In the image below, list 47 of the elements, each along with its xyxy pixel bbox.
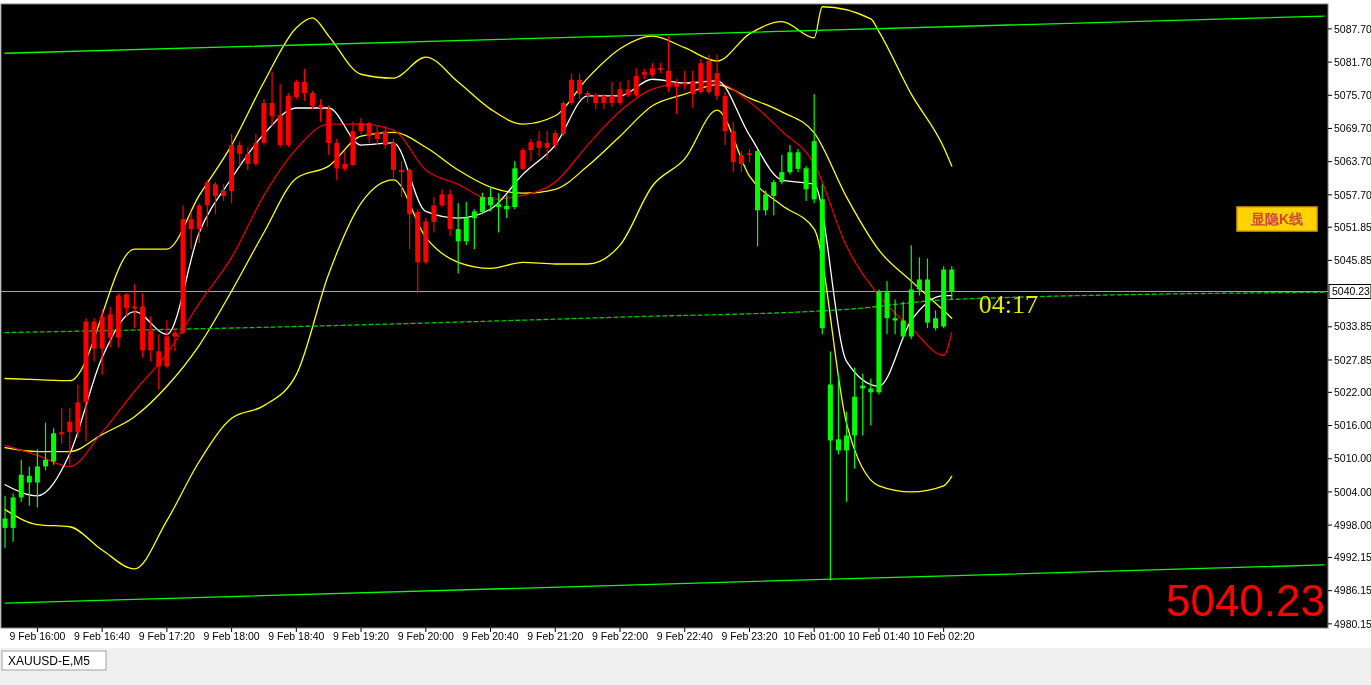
annotation: 5040.23 [1165,576,1325,625]
y-tick-label: 5010.00 [1334,452,1371,465]
y-tick-label: 4986.15 [1334,584,1371,597]
x-tick-label: 9 Feb 17:20 [138,630,196,642]
x-tick-label: 9 Feb 20:00 [397,630,454,642]
y-tick-label: 5027.85 [1334,353,1371,366]
y-tick-label: 5022.00 [1334,386,1371,399]
candlestick [528,138,534,162]
x-tick-label: 9 Feb 16:00 [9,630,66,642]
x-tick-label: 9 Feb 23:20 [721,630,778,642]
x-tick-label: 10 Feb 01:00 [783,630,846,642]
y-tick-label: 5033.85 [1334,320,1371,333]
candlestick [536,131,542,157]
x-tick-label: 9 Feb 21:20 [527,630,584,642]
y-tick-label: 5069.70 [1334,122,1371,135]
x-tick-label: 10 Feb 01:40 [847,630,911,642]
x-tick-label: 9 Feb 18:40 [268,630,325,642]
text: XAUUSD-E,M5 [8,654,91,668]
annotation: 显隐K线 [1249,211,1304,227]
y-tick-label: 4980.15 [1334,617,1371,630]
candlestick [269,72,275,127]
y-tick-label: 5016.00 [1334,419,1371,432]
line-series [4,6,953,382]
line-series [4,109,953,570]
x-tick-label: 10 Feb 02:20 [912,630,975,642]
candlestick [625,79,631,97]
x-tick-label: 9 Feb 22:00 [591,630,649,642]
x-tick-label: 9 Feb 16:40 [74,630,131,642]
y-tick-label: 5063.70 [1334,155,1371,168]
x-tick-label: 9 Feb 19:20 [333,630,390,642]
candlestick [609,82,615,107]
y-tick-label: 5087.70 [1334,22,1371,35]
x-tick-label: 9 Feb 22:40 [656,630,713,642]
line-series [4,291,1325,334]
x-tick-label: 9 Feb 20:40 [462,630,519,642]
y-tick-label: 5075.70 [1334,88,1371,101]
y-tick-label: 4992.15 [1334,551,1371,564]
y-tick-label: 5057.70 [1334,188,1371,201]
x-tick-label: 9 Feb 18:00 [203,630,260,642]
y-tick-label: 4998.00 [1334,518,1371,531]
y-tick-label: 5004.00 [1334,485,1371,498]
annotation: 04:17 [978,290,1038,320]
y-tick-label: 5081.70 [1334,55,1371,68]
y-tick-label: 5045.85 [1334,254,1371,267]
y-tick-label: 5051.85 [1334,220,1371,233]
ref-line-label: 5040.23 [1332,285,1371,298]
toggle-button: 显隐K线 [1236,206,1318,232]
